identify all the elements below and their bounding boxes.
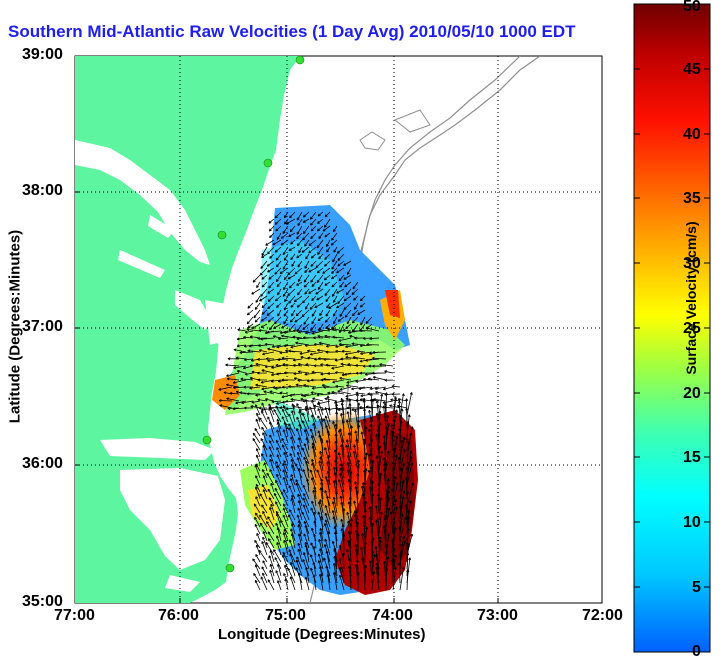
arrow-head (283, 533, 284, 536)
velocity-arrow (393, 540, 394, 562)
velocity-arrow (305, 345, 316, 346)
arrow-head (291, 495, 292, 498)
arrow-head (325, 490, 326, 492)
arrow-head (291, 437, 292, 440)
colorbar-tick-label: 40 (683, 126, 701, 144)
arrow-head (280, 333, 282, 334)
velocity-arrow (359, 331, 372, 332)
arrow-head (284, 565, 285, 567)
velocity-arrow (367, 345, 380, 346)
arrow-head (283, 477, 284, 480)
y-tick-label: 39:00 (22, 46, 63, 64)
arrow-head (332, 510, 333, 512)
arrow-head (325, 539, 326, 541)
colorbar-tick-label: 50 (683, 0, 701, 16)
arrow-head (291, 411, 292, 413)
station-marker (264, 159, 272, 167)
arrow-head (309, 245, 312, 246)
colorbar-tick-label: 0 (692, 643, 701, 661)
velocity-arrow (373, 352, 386, 353)
station-marker (203, 436, 211, 444)
x-tick-label: 73:00 (477, 607, 518, 625)
arrow-head (325, 520, 326, 522)
arrow-head (283, 470, 284, 473)
y-tick-label: 36:00 (22, 455, 63, 473)
velocity-arrow (400, 555, 401, 577)
colorbar-tick-label: 45 (683, 61, 701, 79)
arrow-head (298, 521, 299, 523)
arrow-head (281, 238, 284, 239)
arrow-head (267, 315, 270, 316)
arrow-head (318, 216, 321, 217)
x-tick-label: 75:00 (265, 607, 306, 625)
arrow-head (325, 476, 326, 478)
arrow-head (298, 549, 299, 552)
x-tick-label: 76:00 (158, 607, 199, 625)
arrow-head (312, 334, 315, 335)
arrow-head (290, 562, 291, 565)
arrow-head (319, 539, 320, 542)
arrow-head (270, 550, 271, 552)
velocity-arrow (365, 470, 366, 492)
arrow-head (277, 528, 278, 530)
y-tick-label: 37:00 (22, 318, 63, 336)
arrow-head (311, 478, 312, 481)
velocity-arrow (365, 419, 366, 436)
arrow-head (277, 430, 278, 432)
colorbar-tick-label: 10 (683, 514, 701, 532)
arrow-head (318, 561, 319, 563)
arrow-head (305, 542, 306, 545)
arrow-head (278, 564, 279, 566)
velocity-arrow (386, 393, 387, 415)
velocity-arrow (298, 380, 309, 381)
arrow-head (270, 564, 271, 567)
arrow-head (339, 567, 340, 569)
arrow-head (305, 577, 306, 579)
arrow-head (318, 223, 320, 224)
station-marker (296, 56, 304, 64)
arrow-head (295, 274, 297, 275)
arrow-head (324, 523, 325, 526)
velocity-arrow (288, 387, 302, 388)
arrow-head (302, 252, 304, 253)
velocity-arrow (337, 492, 338, 506)
arrow-head (333, 421, 334, 424)
station-marker (226, 564, 234, 572)
arrow-head (318, 554, 319, 557)
arrow-head (309, 253, 311, 254)
x-axis-label: Longitude (Degrees:Minutes) (218, 626, 426, 643)
arrow-head (269, 223, 271, 224)
arrow-head (262, 279, 264, 280)
station-marker (218, 231, 226, 239)
arrow-head (291, 523, 292, 526)
arrow-head (339, 575, 340, 577)
velocity-arrow (386, 551, 387, 569)
velocity-arrow (324, 359, 338, 360)
arrow-head (312, 415, 313, 418)
velocity-arrow (400, 527, 401, 548)
velocity-arrow (219, 401, 232, 402)
arrow-head (265, 333, 267, 334)
x-tick-label: 74:00 (372, 607, 413, 625)
colorbar-tick-label: 15 (683, 449, 701, 467)
y-axis-label: Latitude (Degrees:Minutes) (7, 217, 24, 437)
arrow-head (243, 368, 246, 369)
arrow-head (312, 400, 313, 403)
arrow-head (298, 438, 299, 441)
x-tick-label: 72:00 (582, 607, 623, 625)
arrow-head (317, 272, 319, 273)
y-tick-label: 38:00 (22, 182, 63, 200)
arrow-head (298, 501, 299, 503)
x-tick-label: 77:00 (54, 607, 95, 625)
arrow-head (269, 422, 270, 425)
arrow-head (269, 279, 272, 280)
colorbar-label: Surface Velocity (cm/s) (683, 193, 699, 403)
colorbar-tick-label: 5 (692, 579, 701, 597)
